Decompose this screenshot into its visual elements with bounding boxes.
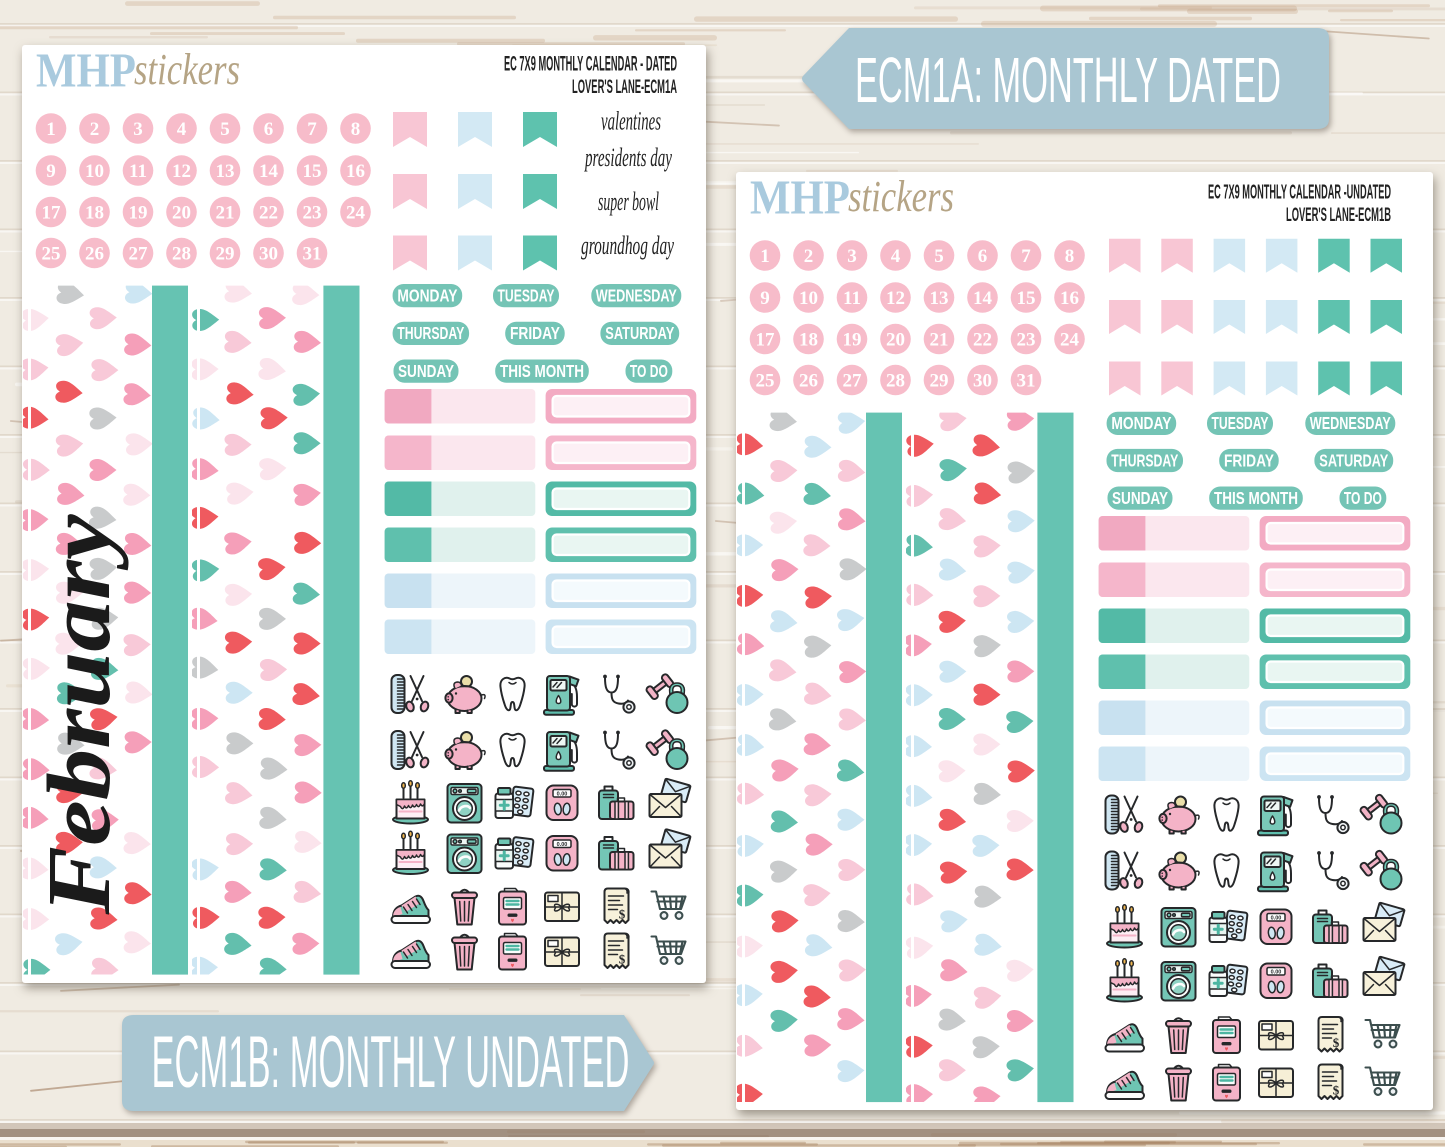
svg-text:February: February (30, 513, 129, 915)
svg-text:9: 9 (46, 161, 56, 182)
svg-text:EC 7X9 MONTHLY CALENDAR - DATE: EC 7X9 MONTHLY CALENDAR - DATED (504, 53, 677, 76)
svg-text:18: 18 (85, 203, 104, 224)
svg-text:FRIDAY: FRIDAY (1224, 450, 1274, 470)
svg-text:MONDAY: MONDAY (397, 285, 457, 305)
svg-text:16: 16 (1060, 288, 1079, 309)
svg-text:26: 26 (799, 371, 818, 392)
svg-text:16: 16 (346, 161, 365, 182)
svg-text:LOVER'S LANE-ECM1A: LOVER'S LANE-ECM1A (572, 76, 677, 98)
svg-text:3: 3 (847, 246, 857, 267)
svg-text:13: 13 (930, 288, 949, 309)
svg-text:14: 14 (973, 288, 993, 309)
svg-text:21: 21 (216, 203, 235, 224)
svg-text:groundhog day: groundhog day (581, 231, 674, 260)
svg-text:stickers: stickers (134, 45, 240, 94)
svg-text:15: 15 (303, 161, 322, 182)
svg-text:10: 10 (85, 161, 104, 182)
svg-text:WEDNESDAY: WEDNESDAY (596, 285, 677, 305)
svg-text:stickers: stickers (848, 172, 954, 221)
svg-text:TO DO: TO DO (630, 361, 668, 381)
svg-text:MHP: MHP (750, 172, 850, 225)
svg-text:presidents day: presidents day (584, 143, 672, 172)
svg-text:24: 24 (346, 203, 366, 224)
svg-text:27: 27 (129, 244, 149, 265)
svg-text:21: 21 (930, 330, 949, 351)
svg-text:31: 31 (1017, 371, 1036, 392)
svg-text:9: 9 (760, 288, 770, 309)
svg-text:22: 22 (973, 330, 992, 351)
svg-text:THIS MONTH: THIS MONTH (1214, 488, 1298, 508)
svg-text:4: 4 (177, 119, 187, 140)
svg-text:ECM1A: MONTHLY DATED: ECM1A: MONTHLY DATED (855, 44, 1281, 116)
svg-text:30: 30 (973, 371, 992, 392)
svg-text:12: 12 (172, 161, 191, 182)
svg-text:13: 13 (216, 161, 235, 182)
svg-text:valentines: valentines (601, 107, 661, 136)
svg-text:LOVER'S LANE-ECM1B: LOVER'S LANE-ECM1B (1286, 204, 1391, 226)
svg-text:28: 28 (172, 244, 191, 265)
svg-text:31: 31 (303, 244, 322, 265)
svg-text:17: 17 (42, 203, 62, 224)
svg-text:10: 10 (799, 288, 818, 309)
svg-text:20: 20 (886, 330, 905, 351)
svg-text:30: 30 (259, 244, 278, 265)
svg-text:2: 2 (804, 246, 814, 267)
svg-text:5: 5 (220, 119, 230, 140)
svg-text:23: 23 (1017, 330, 1036, 351)
svg-text:FRIDAY: FRIDAY (510, 323, 560, 343)
svg-text:28: 28 (886, 371, 905, 392)
svg-text:THURSDAY: THURSDAY (397, 323, 464, 343)
svg-text:SUNDAY: SUNDAY (1112, 488, 1168, 508)
svg-text:WEDNESDAY: WEDNESDAY (1310, 413, 1391, 433)
svg-text:EC 7X9 MONTHLY CALENDAR -UNDAT: EC 7X9 MONTHLY CALENDAR -UNDATED (1208, 182, 1391, 204)
svg-text:19: 19 (129, 203, 148, 224)
svg-text:12: 12 (886, 288, 905, 309)
svg-text:22: 22 (259, 203, 278, 224)
svg-text:25: 25 (42, 244, 61, 265)
svg-text:11: 11 (843, 288, 861, 309)
svg-text:6: 6 (264, 119, 274, 140)
svg-text:24: 24 (1060, 330, 1080, 351)
svg-text:MONDAY: MONDAY (1111, 413, 1171, 433)
svg-text:MHP: MHP (36, 45, 136, 98)
svg-text:8: 8 (351, 119, 361, 140)
svg-text:23: 23 (303, 203, 322, 224)
svg-text:15: 15 (1017, 288, 1036, 309)
svg-text:THIS MONTH: THIS MONTH (500, 361, 584, 381)
svg-text:TUESDAY: TUESDAY (1212, 413, 1269, 433)
svg-text:20: 20 (172, 203, 191, 224)
svg-text:19: 19 (843, 330, 862, 351)
svg-text:1: 1 (760, 246, 770, 267)
svg-text:1: 1 (46, 119, 56, 140)
svg-text:6: 6 (978, 246, 988, 267)
svg-text:THURSDAY: THURSDAY (1111, 450, 1178, 470)
svg-text:2: 2 (90, 119, 100, 140)
svg-text:7: 7 (307, 119, 317, 140)
svg-text:SATURDAY: SATURDAY (1319, 450, 1388, 470)
svg-text:27: 27 (843, 371, 863, 392)
svg-text:14: 14 (259, 161, 279, 182)
svg-text:18: 18 (799, 330, 818, 351)
svg-text:TUESDAY: TUESDAY (498, 285, 555, 305)
svg-text:7: 7 (1021, 246, 1031, 267)
svg-text:super bowl: super bowl (598, 187, 659, 216)
svg-text:3: 3 (133, 119, 143, 140)
svg-text:SUNDAY: SUNDAY (398, 361, 454, 381)
svg-text:5: 5 (934, 246, 944, 267)
svg-text:SATURDAY: SATURDAY (605, 323, 674, 343)
svg-text:29: 29 (930, 371, 949, 392)
svg-text:26: 26 (85, 244, 104, 265)
svg-text:17: 17 (756, 330, 776, 351)
svg-text:4: 4 (891, 246, 901, 267)
svg-text:29: 29 (216, 244, 235, 265)
svg-text:25: 25 (756, 371, 775, 392)
svg-text:TO DO: TO DO (1344, 488, 1382, 508)
svg-text:ECM1B: MONTHLY UNDATED: ECM1B: MONTHLY UNDATED (152, 1022, 630, 1103)
svg-text:11: 11 (129, 161, 147, 182)
svg-text:8: 8 (1065, 246, 1075, 267)
